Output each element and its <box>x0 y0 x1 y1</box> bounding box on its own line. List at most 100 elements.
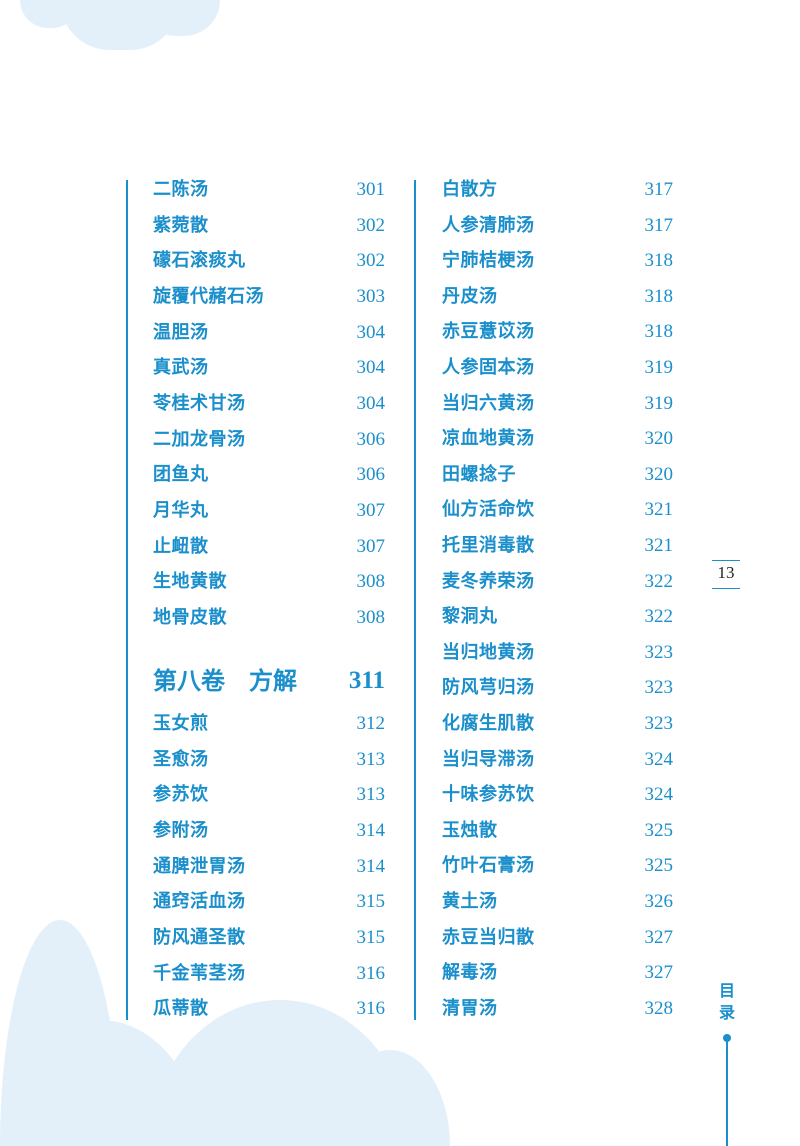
toc-entry[interactable]: 千金苇茎汤 316 <box>153 959 385 989</box>
entry-page: 325 <box>644 819 674 841</box>
entry-page: 320 <box>644 463 674 485</box>
entry-page: 304 <box>356 357 386 379</box>
entry-title: 麦冬养荣汤 <box>442 570 535 592</box>
entry-page: 322 <box>644 606 674 628</box>
entry-title: 黎洞丸 <box>442 606 498 628</box>
entry-title: 竹叶石膏汤 <box>442 855 535 877</box>
entry-page: 326 <box>644 891 674 912</box>
toc-entry[interactable]: 丹皮汤 318 <box>442 282 673 312</box>
entry-page: 319 <box>644 357 674 378</box>
page-number-bottom-rule <box>712 588 740 589</box>
entry-page: 313 <box>356 748 386 770</box>
toc-entry[interactable]: 十味参苏饮 324 <box>442 780 673 810</box>
toc-entry[interactable]: 圣愈汤 313 <box>153 745 385 775</box>
entry-title: 温胆汤 <box>153 321 209 343</box>
toc-entry[interactable]: 二加龙骨汤 306 <box>153 425 385 455</box>
side-label: 目录 <box>718 981 735 1022</box>
entry-title: 圣愈汤 <box>153 748 209 770</box>
toc-entry[interactable]: 宁肺桔梗汤 318 <box>442 246 673 276</box>
toc-entry[interactable]: 凉血地黄汤 320 <box>442 424 673 454</box>
toc-entry[interactable]: 参附汤 314 <box>153 816 385 846</box>
entry-page: 325 <box>644 855 674 877</box>
entry-page: 304 <box>356 321 386 343</box>
toc-entry[interactable]: 旋覆代赭石汤 303 <box>153 282 385 312</box>
entry-page: 316 <box>356 962 386 984</box>
toc-entry[interactable]: 托里消毒散 321 <box>442 531 673 561</box>
toc-entry[interactable]: 地骨皮散 308 <box>153 603 385 633</box>
entry-title: 止衄散 <box>153 535 209 557</box>
toc-entry[interactable]: 当归导滞汤 324 <box>442 745 673 775</box>
toc-entry[interactable]: 苓桂术甘汤 304 <box>153 389 385 419</box>
toc-entry[interactable]: 黄土汤 326 <box>442 887 673 917</box>
entry-title: 凉血地黄汤 <box>442 428 535 450</box>
toc-entry[interactable]: 通脾泄胃汤 314 <box>153 852 385 882</box>
entry-page: 323 <box>644 677 674 699</box>
entry-title: 防风通圣散 <box>153 926 246 948</box>
entry-title: 赤豆当归散 <box>442 926 535 948</box>
entry-page: 308 <box>356 606 386 628</box>
toc-entry[interactable]: 温胆汤 304 <box>153 318 385 348</box>
toc-entry[interactable]: 真武汤 304 <box>153 353 385 383</box>
entry-title: 团鱼丸 <box>153 464 209 486</box>
toc-entry[interactable]: 人参清肺汤 317 <box>442 211 673 241</box>
toc-entry[interactable]: 当归六黄汤 319 <box>442 389 673 419</box>
toc-entry[interactable]: 玉女煎 312 <box>153 709 385 739</box>
toc-entry[interactable]: 参苏饮 313 <box>153 780 385 810</box>
entry-title: 人参固本汤 <box>442 357 535 378</box>
entry-page: 324 <box>644 784 674 806</box>
toc-entry[interactable]: 竹叶石膏汤 325 <box>442 851 673 881</box>
entry-page: 302 <box>356 214 386 236</box>
toc-entry[interactable]: 通窍活血汤 315 <box>153 887 385 917</box>
toc-entry[interactable]: 紫菀散 302 <box>153 211 385 241</box>
entry-title: 仙方活命饮 <box>442 499 535 521</box>
toc-entry[interactable]: 玉烛散 325 <box>442 816 673 846</box>
entry-page: 318 <box>644 285 674 307</box>
entry-page: 317 <box>644 214 674 236</box>
entry-page: 307 <box>356 535 386 557</box>
toc-entry[interactable]: 赤豆薏苡汤 318 <box>442 317 673 347</box>
toc-entry[interactable]: 当归地黄汤 323 <box>442 638 673 668</box>
entry-page: 306 <box>356 464 386 486</box>
entry-title: 托里消毒散 <box>442 535 535 556</box>
entry-title: 当归导滞汤 <box>442 748 535 770</box>
toc-entry[interactable]: 防风芎归汤 323 <box>442 673 673 703</box>
entry-page: 313 <box>356 784 386 806</box>
entry-page: 321 <box>644 499 674 521</box>
toc-entry[interactable]: 瓜蒂散 316 <box>153 994 385 1024</box>
toc-entry[interactable]: 二陈汤 301 <box>153 175 385 205</box>
toc-entry[interactable]: 仙方活命饮 321 <box>442 495 673 525</box>
entry-title: 清胃汤 <box>442 997 498 1019</box>
toc-entry[interactable]: 田螺捻子 320 <box>442 460 673 490</box>
toc-entry[interactable]: 防风通圣散 315 <box>153 923 385 953</box>
toc-entry[interactable]: 化腐生肌散 323 <box>442 709 673 739</box>
toc-entry[interactable]: 麦冬养荣汤 322 <box>442 567 673 597</box>
entry-page: 327 <box>644 962 674 984</box>
toc-entry[interactable]: 清胃汤 328 <box>442 994 673 1024</box>
toc-entry[interactable]: 人参固本汤 319 <box>442 353 673 383</box>
toc-entry[interactable]: 止衄散 307 <box>153 532 385 562</box>
entry-title: 当归六黄汤 <box>442 392 535 414</box>
entry-page: 315 <box>356 926 386 948</box>
toc-entry[interactable]: 白散方 317 <box>442 175 673 205</box>
section-heading[interactable]: 第八卷 方解 311 <box>153 664 385 698</box>
toc-entry[interactable]: 解毒汤 327 <box>442 958 673 988</box>
entry-title: 参苏饮 <box>153 784 209 806</box>
entry-title: 解毒汤 <box>442 962 498 984</box>
entry-title: 紫菀散 <box>153 214 209 236</box>
toc-entry[interactable]: 团鱼丸 306 <box>153 460 385 490</box>
toc-entry[interactable]: 赤豆当归散 327 <box>442 923 673 953</box>
entry-title: 宁肺桔梗汤 <box>442 250 535 272</box>
toc-entry[interactable]: 月华丸 307 <box>153 496 385 526</box>
section-page: 311 <box>348 667 385 694</box>
toc-entry[interactable]: 黎洞丸 322 <box>442 602 673 632</box>
toc-entry[interactable]: 礞石滚痰丸 302 <box>153 246 385 276</box>
entry-title: 真武汤 <box>153 357 209 379</box>
entry-title: 十味参苏饮 <box>442 784 535 806</box>
toc-entry[interactable]: 生地黄散 308 <box>153 567 385 597</box>
entry-page: 320 <box>644 428 674 450</box>
entry-title: 生地黄散 <box>153 571 227 593</box>
page-number: 13 <box>717 563 735 582</box>
entry-page: 306 <box>356 428 386 450</box>
entry-title: 黄土汤 <box>442 891 498 912</box>
